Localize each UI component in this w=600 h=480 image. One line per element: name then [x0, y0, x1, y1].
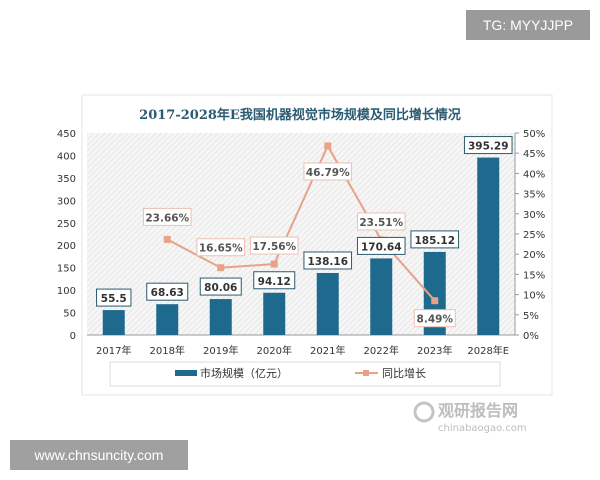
x-tick-label: 2020年 [257, 344, 292, 357]
logo-watermark: 观研报告网 chinabaogao.com [413, 401, 527, 434]
x-tick-label: 2018年 [150, 344, 185, 357]
growth-value-label-box [142, 207, 192, 226]
bar-value-label: 170.64 [361, 241, 402, 253]
bar-value-label: 138.16 [307, 256, 348, 268]
y-right-tick-label: 40% [523, 169, 545, 180]
growth-point [163, 235, 171, 243]
y-right-tick-label: 5% [523, 311, 539, 322]
y-right-tick-label: 0% [523, 331, 539, 342]
growth-value-label: 17.56% [252, 241, 296, 253]
bar-value-label: 80.06 [204, 282, 237, 294]
y-right-tick-label: 15% [523, 270, 545, 281]
y-right-tick-label: 20% [523, 250, 545, 261]
legend: 市场规模（亿元） 同比增长 [109, 361, 501, 387]
y-right-tick-label: 45% [523, 149, 545, 160]
chart-title: 2017-2028年E我国机器视觉市场规模及同比增长情况 [139, 107, 461, 123]
x-tick-label: 2019年 [203, 344, 238, 357]
x-tick-label: 2023年 [417, 344, 452, 357]
bar-value-label: 94.12 [258, 276, 291, 288]
bar [370, 258, 393, 335]
legend-bar-swatch [175, 370, 197, 376]
bar-value-label-box [96, 288, 132, 307]
bar [209, 299, 232, 335]
growth-value-label-box [413, 309, 456, 328]
growth-value-label: 23.66% [145, 212, 189, 224]
y-left-tick-label: 450 [57, 129, 76, 140]
x-tick-label: 2017年 [96, 344, 131, 357]
bar [156, 304, 179, 335]
bar-value-label-box [463, 136, 513, 155]
x-tick-label: 2022年 [364, 344, 399, 357]
growth-point [270, 260, 278, 268]
svg-text:chinabaogao.com: chinabaogao.com [438, 423, 527, 434]
bar-value-label-box [356, 236, 406, 255]
watermark-bottom: www.chnsuncity.com [10, 440, 188, 470]
bar [263, 292, 286, 335]
growth-value-label-box [249, 236, 299, 255]
y-left-tick-label: 50 [63, 309, 76, 320]
bar [477, 157, 500, 335]
bar [102, 310, 125, 335]
bar-value-label: 68.63 [151, 287, 184, 299]
growth-value-label: 46.79% [306, 167, 350, 179]
bar-value-label: 185.12 [414, 235, 455, 247]
y-left-tick-label: 350 [57, 174, 76, 185]
growth-value-label: 16.65% [199, 243, 243, 255]
y-right-tick-label: 50% [523, 129, 545, 140]
bar-value-label-box [199, 277, 242, 296]
bar-value-label-box [253, 271, 296, 290]
bar-value-label-box [410, 230, 460, 249]
growth-value-label-box [303, 162, 353, 181]
legend-bar-label: 市场规模（亿元） [200, 366, 288, 380]
y-right-tick-label: 25% [523, 230, 545, 241]
y-right-tick-label: 35% [523, 190, 545, 201]
svg-text:观研报告网: 观研报告网 [438, 401, 518, 420]
bar-value-label-box [146, 282, 189, 301]
y-right-tick-label: 10% [523, 291, 545, 302]
growth-point [324, 142, 332, 150]
growth-value-label-box [356, 212, 406, 231]
x-tick-label: 2028年E [467, 344, 509, 357]
y-left-tick-label: 300 [57, 196, 76, 207]
bar-value-label: 55.5 [101, 293, 127, 305]
y-left-tick-label: 400 [57, 151, 76, 162]
growth-point [431, 297, 439, 305]
growth-value-label: 23.51% [359, 217, 403, 229]
growth-value-label-box [196, 238, 246, 257]
y-right-tick-label: 30% [523, 210, 545, 221]
x-tick-label: 2021年 [310, 344, 345, 357]
y-left-tick-label: 0 [70, 331, 76, 342]
growth-point [217, 264, 225, 272]
legend-line-label: 同比增长 [382, 366, 426, 380]
bar-value-label: 395.29 [468, 141, 509, 153]
y-left-tick-label: 100 [57, 286, 76, 297]
bar-value-label-box [303, 251, 353, 270]
y-left-tick-label: 250 [57, 219, 76, 230]
watermark-top: TG: MYYJJPP [466, 10, 590, 40]
y-left-tick-label: 200 [57, 241, 76, 252]
y-left-tick-label: 150 [57, 264, 76, 275]
growth-value-label: 8.49% [417, 314, 454, 326]
bar [316, 272, 339, 335]
